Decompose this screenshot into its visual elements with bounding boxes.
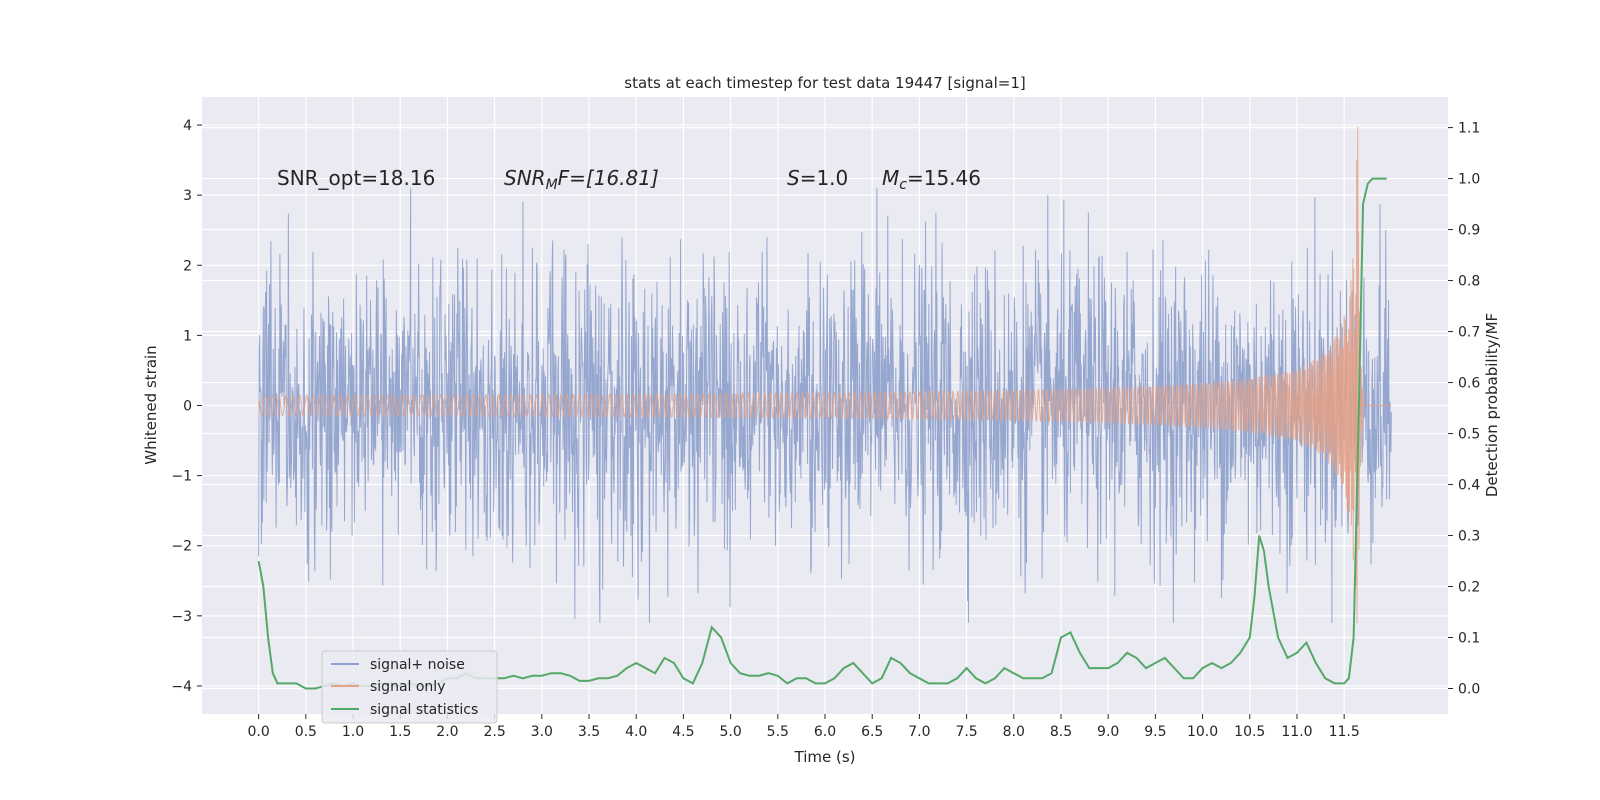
series-signal-noise <box>258 188 1392 623</box>
y-tick-label: −1 <box>171 469 192 485</box>
y-tick-label: −2 <box>171 539 192 555</box>
y-axis-ticks: −4 −3 −2 −1 0 1 2 3 4 <box>171 118 202 695</box>
x-axis-title: Time (s) <box>794 748 856 766</box>
x-tick-label: 2.5 <box>483 724 505 740</box>
x-tick-label: 1.5 <box>389 724 411 740</box>
series-signal-only <box>258 127 1392 624</box>
x-tick-label: 10.0 <box>1187 724 1218 740</box>
y2-tick-label: 0.8 <box>1458 274 1480 290</box>
line-signal-noise <box>258 188 1392 623</box>
legend-label-signal-only: signal only <box>370 679 445 695</box>
y2-tick-label: 0.2 <box>1458 580 1480 596</box>
annotation-s-main: S <box>787 166 800 190</box>
y-tick-label: 0 <box>183 399 192 415</box>
annotation-mc-rest: =15.46 <box>907 166 981 190</box>
annotation-mc-sub: c <box>899 177 907 193</box>
line-signal-only <box>258 127 1392 624</box>
y2-tick-label: 0.9 <box>1458 223 1480 239</box>
x-tick-label: 2.0 <box>436 724 458 740</box>
y2-axis-title: Detection probability/MF <box>1483 313 1501 497</box>
x-tick-label: 8.5 <box>1050 724 1072 740</box>
x-tick-label: 3.0 <box>531 724 553 740</box>
x-tick-label: 7.5 <box>955 724 977 740</box>
x-tick-label: 11.5 <box>1329 724 1360 740</box>
x-tick-label: 0.0 <box>248 724 270 740</box>
x-tick-label: 3.5 <box>578 724 600 740</box>
x-tick-label: 6.0 <box>814 724 836 740</box>
annotation-s-rest: =1.0 <box>800 166 849 190</box>
y2-tick-label: 0.0 <box>1458 682 1480 698</box>
y-tick-label: −3 <box>171 609 192 625</box>
annotation-mc-main: M <box>882 166 899 190</box>
x-axis-ticks: 0.0 0.5 1.0 1.5 2.0 2.5 3.0 3.5 4.0 4.5 5.0 5.5 6.0 6… <box>248 714 1360 740</box>
x-tick-label: 11.0 <box>1281 724 1312 740</box>
x-tick-label: 9.5 <box>1144 724 1166 740</box>
x-tick-label: 7.0 <box>908 724 930 740</box>
chart-title: stats at each timestep for test data 194… <box>624 74 1025 92</box>
y2-tick-label: 1.1 <box>1458 121 1480 137</box>
y2-tick-label: 0.1 <box>1458 631 1480 647</box>
y2-tick-label: 0.5 <box>1458 427 1480 443</box>
y-tick-label: 1 <box>183 328 192 344</box>
x-tick-label: 5.5 <box>767 724 789 740</box>
y2-axis-ticks: 0.0 0.1 0.2 0.3 0.4 0.5 0.6 0.7 0.8 0.9 1.0 1.1 <box>1448 121 1480 698</box>
x-tick-label: 4.5 <box>672 724 694 740</box>
y2-tick-label: 0.3 <box>1458 529 1480 545</box>
y2-tick-label: 0.6 <box>1458 376 1480 392</box>
x-tick-label: 10.5 <box>1234 724 1265 740</box>
annotation-mc: Mc=15.46 <box>882 166 981 193</box>
annotation-snr-mf-rest: F=[16.81] <box>558 166 659 190</box>
annotation-s: S=1.0 <box>787 166 848 190</box>
legend: signal+ noise signal only signal statist… <box>321 650 498 724</box>
legend-label-signal-noise: signal+ noise <box>370 657 465 673</box>
annotation-snr-mf-sub: M <box>546 177 558 193</box>
x-tick-label: 8.0 <box>1003 724 1025 740</box>
y-tick-label: −4 <box>171 679 192 695</box>
annotation-snr-mf: SNRMF=[16.81] <box>504 166 659 193</box>
annotation-snr-mf-main: SNR <box>504 166 546 190</box>
y2-tick-label: 0.4 <box>1458 478 1480 494</box>
x-tick-label: 4.0 <box>625 724 647 740</box>
annotation-snr-opt: SNR_opt=18.16 <box>277 166 435 190</box>
y-tick-label: 2 <box>183 258 192 274</box>
x-tick-label: 0.5 <box>295 724 317 740</box>
x-tick-label: 9.0 <box>1097 724 1119 740</box>
x-tick-label: 6.5 <box>861 724 883 740</box>
legend-box <box>321 650 498 724</box>
x-tick-label: 1.0 <box>342 724 364 740</box>
y2-tick-label: 0.7 <box>1458 325 1480 341</box>
y-tick-label: 3 <box>183 188 192 204</box>
x-tick-label: 5.0 <box>719 724 741 740</box>
y2-tick-label: 1.0 <box>1458 172 1480 188</box>
y-axis-title: Whitened strain <box>142 345 160 464</box>
y-tick-label: 4 <box>183 118 192 134</box>
legend-label-signal-statistics: signal statistics <box>370 702 478 718</box>
